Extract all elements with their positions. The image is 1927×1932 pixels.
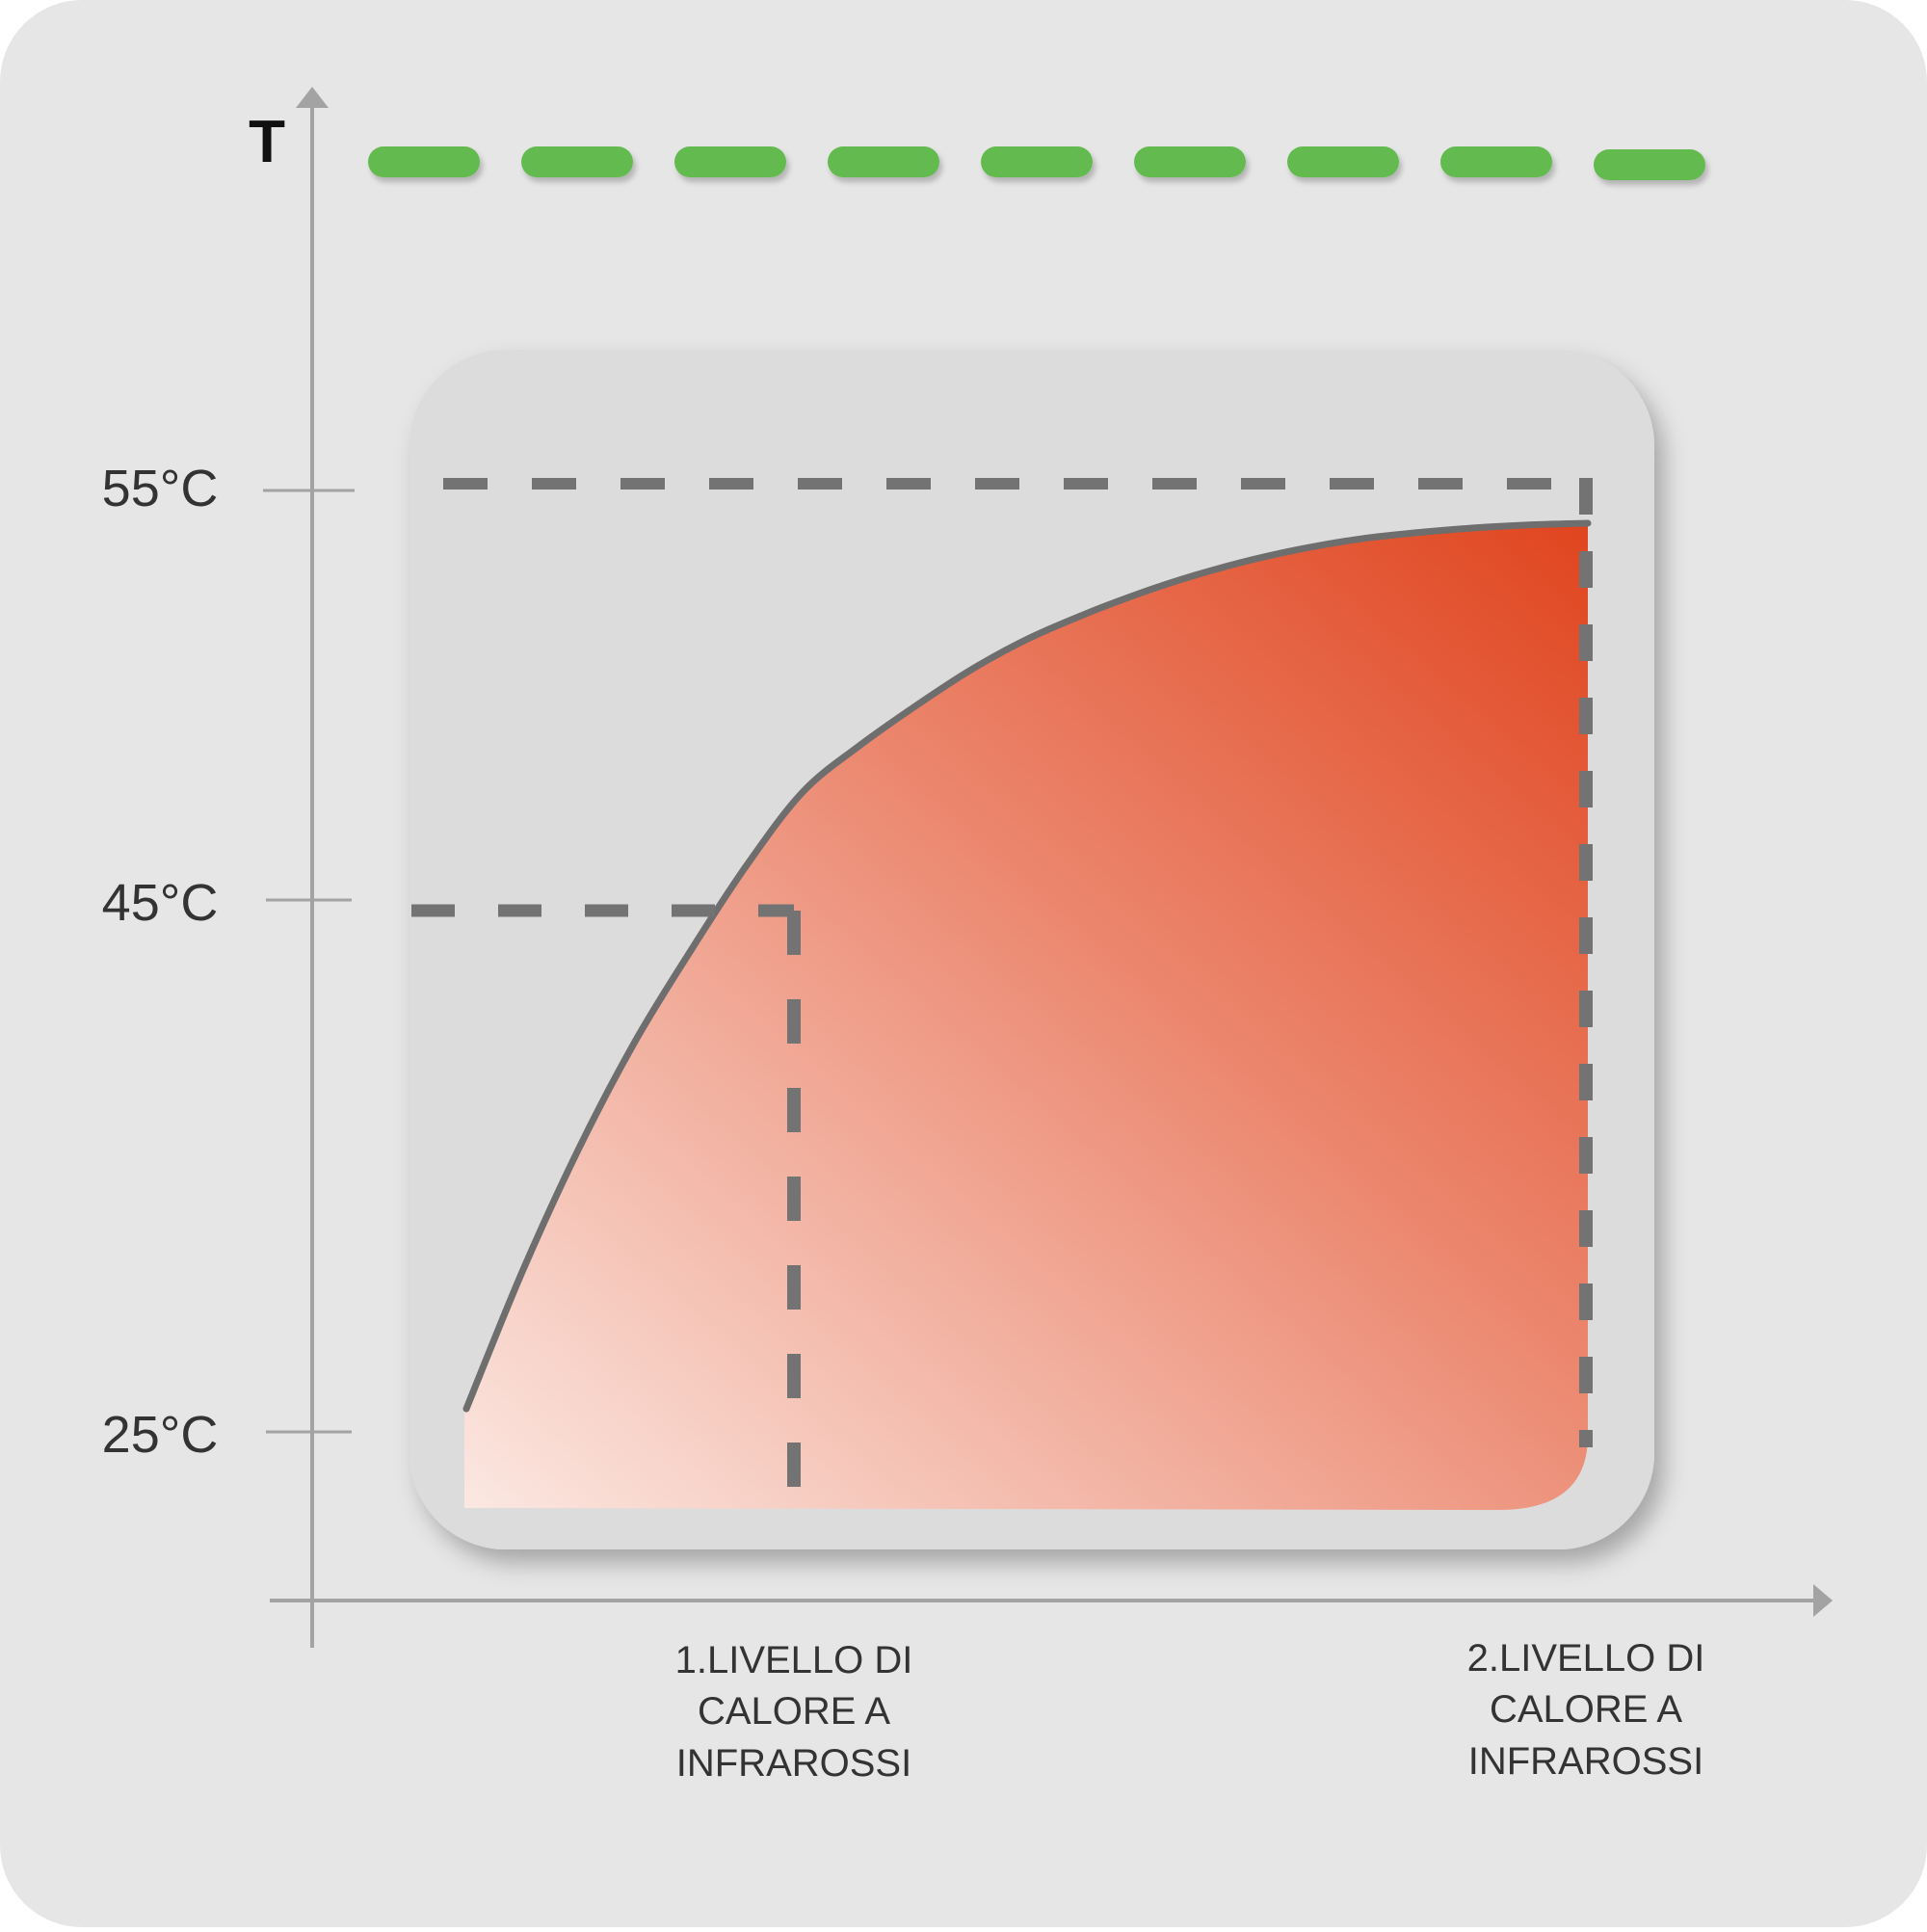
green-dash-segment [521, 146, 633, 177]
green-dash-segment [981, 146, 1093, 177]
x-tick-label-level-2: 2.LIVELLO DI CALORE A INFRAROSSI [1467, 1637, 1705, 1783]
green-dash-segment [1440, 146, 1552, 177]
green-dash-segment [828, 146, 939, 177]
x-axis-arrow-icon [1813, 1584, 1833, 1617]
x-tick-label-level-1: 1.LIVELLO DI CALORE A INFRAROSSI [675, 1639, 913, 1785]
green-dash-segment [674, 146, 786, 177]
green-dashed-line [368, 146, 1705, 180]
y-tick-label-45: 45°C [102, 874, 219, 932]
y-axis-arrow-icon [296, 87, 329, 108]
x-label-2-line-1: 2.LIVELLO DI [1467, 1637, 1705, 1680]
green-dash-segment [1287, 146, 1399, 177]
temperature-curve [462, 519, 1592, 1413]
heat-area-fill [464, 523, 1588, 1510]
green-dash-segment [1134, 146, 1246, 177]
x-label-2-line-3: INFRAROSSI [1468, 1740, 1703, 1783]
y-tick-label-55: 55°C [102, 460, 219, 517]
y-axis-label: T [249, 109, 285, 175]
x-label-2-line-2: CALORE A [1490, 1688, 1682, 1731]
x-label-1-line-3: INFRAROSSI [676, 1742, 911, 1785]
y-tick-label-25: 25°C [102, 1406, 219, 1464]
green-dash-segment [1594, 149, 1705, 180]
x-label-1-line-1: 1.LIVELLO DI [675, 1639, 913, 1681]
green-dash-segment [368, 146, 480, 177]
x-label-1-line-2: CALORE A [698, 1690, 890, 1733]
